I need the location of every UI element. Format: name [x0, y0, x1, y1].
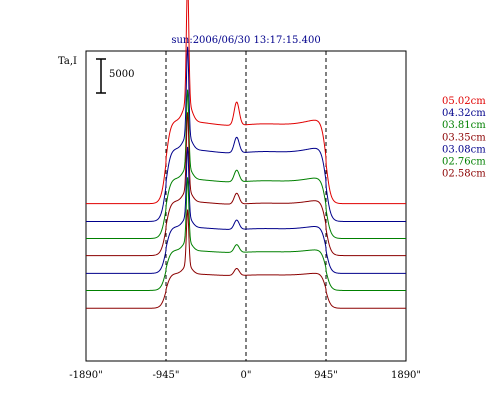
x-tick-label: 945" [314, 370, 338, 381]
scale-bar-label: 5000 [109, 69, 134, 80]
x-tick-label: -945" [152, 370, 179, 381]
x-tick-label: -1890" [69, 370, 102, 381]
x-tick-labels: -1890" -945" 0" 945" 1890" [69, 370, 421, 381]
y-axis-label: Ta,I [58, 56, 77, 67]
x-tick-label: 0" [241, 370, 252, 381]
legend-entry: 04.32cm [442, 108, 486, 119]
scale-bar: 5000 [96, 58, 134, 94]
series-line [86, 0, 406, 205]
series-line [86, 177, 406, 291]
series-line [86, 209, 406, 309]
series-line [86, 112, 406, 257]
x-tick-label: 1890" [391, 370, 421, 381]
series-line [86, 46, 406, 222]
series-line [86, 146, 406, 274]
legend-entry: 03.08cm [442, 144, 486, 155]
series-layer [86, 0, 406, 309]
legend-entry: 03.35cm [442, 132, 486, 143]
legend-entry: 02.58cm [442, 169, 486, 180]
legend-entry: 05.02cm [442, 96, 486, 107]
chart-title: sun:2006/06/30 13:17:15.400 [171, 35, 320, 46]
legend-entry: 03.81cm [442, 120, 486, 131]
legend-entry: 02.76cm [442, 157, 486, 168]
series-line [86, 89, 406, 240]
